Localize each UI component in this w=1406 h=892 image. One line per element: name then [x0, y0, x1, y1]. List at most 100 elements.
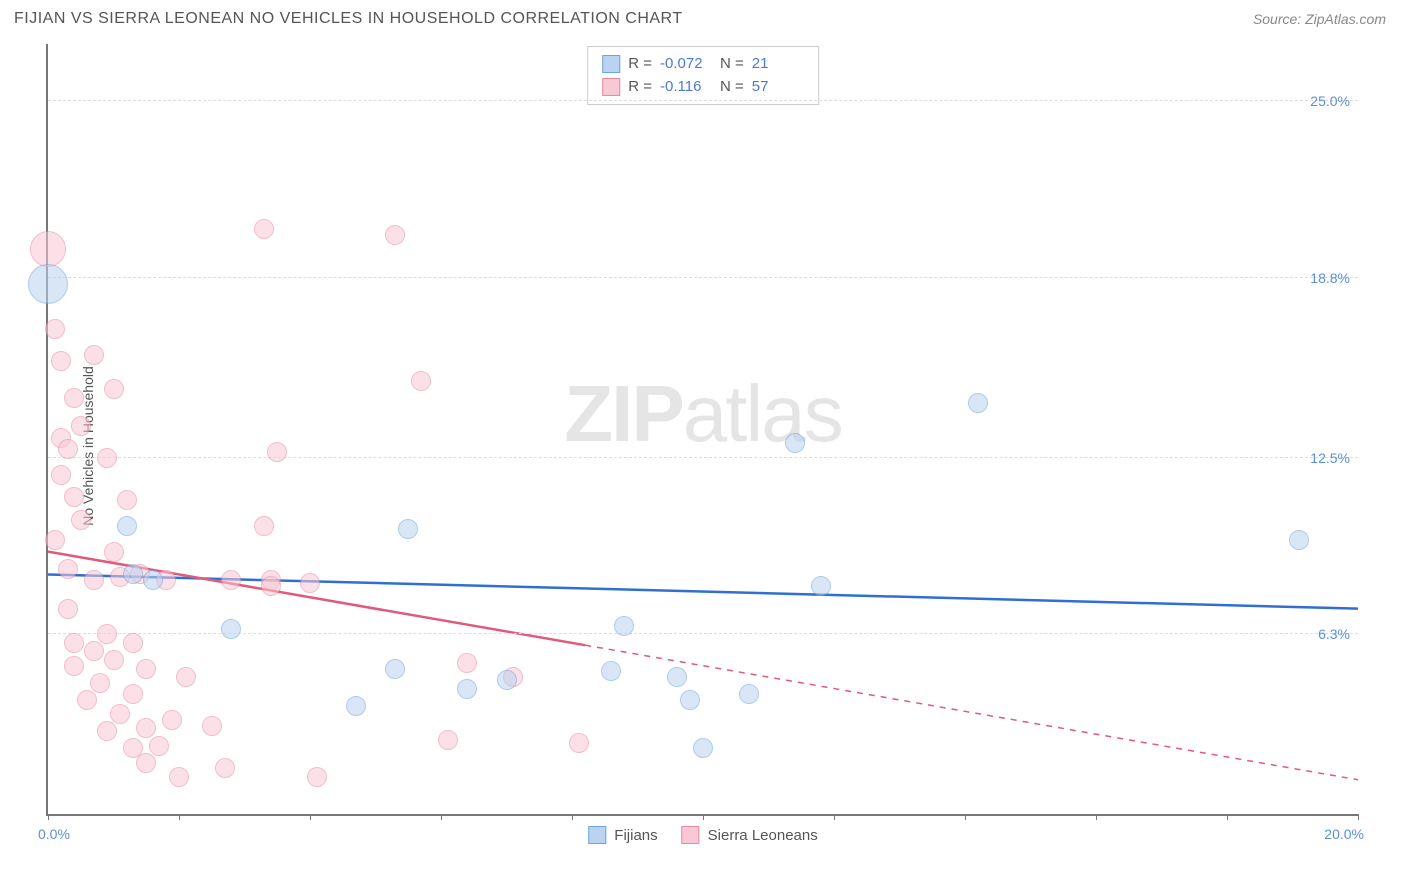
data-point-sierra	[64, 487, 84, 507]
data-point-sierra	[123, 633, 143, 653]
data-point-fijians	[785, 433, 805, 453]
legend-item-sierra: Sierra Leoneans	[682, 826, 818, 844]
stat-n-label: N =	[720, 76, 744, 99]
x-tick	[1227, 814, 1228, 820]
stat-r-fijians: -0.072	[660, 53, 712, 76]
data-point-fijians	[143, 570, 163, 590]
data-point-sierra	[104, 650, 124, 670]
chart-title: FIJIAN VS SIERRA LEONEAN NO VEHICLES IN …	[14, 10, 683, 28]
data-point-sierra	[51, 465, 71, 485]
data-point-fijians	[739, 684, 759, 704]
data-point-sierra	[58, 559, 78, 579]
data-point-sierra	[30, 231, 66, 267]
gridline	[48, 100, 1358, 101]
data-point-sierra	[97, 448, 117, 468]
data-point-sierra	[569, 733, 589, 753]
data-point-sierra	[45, 530, 65, 550]
swatch-sierra	[602, 78, 620, 96]
data-point-fijians	[811, 576, 831, 596]
data-point-sierra	[307, 767, 327, 787]
gridline	[48, 633, 1358, 634]
data-point-sierra	[77, 690, 97, 710]
x-tick	[703, 814, 704, 820]
data-point-sierra	[136, 718, 156, 738]
data-point-sierra	[162, 710, 182, 730]
y-tick-label: 18.8%	[1310, 270, 1350, 286]
data-point-sierra	[221, 570, 241, 590]
data-point-fijians	[346, 696, 366, 716]
x-tick	[441, 814, 442, 820]
data-point-sierra	[84, 641, 104, 661]
stat-r-label: R =	[628, 76, 652, 99]
stats-legend-box: R = -0.072 N = 21 R = -0.116 N = 57	[587, 46, 819, 105]
gridline	[48, 277, 1358, 278]
swatch-fijians	[588, 826, 606, 844]
data-point-fijians	[385, 659, 405, 679]
chart-plot-area: ZIPatlas R = -0.072 N = 21 R = -0.116 N …	[46, 44, 1358, 816]
data-point-sierra	[84, 570, 104, 590]
y-tick-label: 25.0%	[1310, 93, 1350, 109]
legend-bottom: Fijians Sierra Leoneans	[588, 826, 817, 844]
x-tick	[48, 814, 49, 820]
data-point-fijians	[123, 564, 143, 584]
data-point-sierra	[64, 633, 84, 653]
data-point-sierra	[215, 758, 235, 778]
data-point-sierra	[84, 345, 104, 365]
data-point-sierra	[267, 442, 287, 462]
data-point-sierra	[97, 624, 117, 644]
x-tick	[1358, 814, 1359, 820]
data-point-fijians	[968, 393, 988, 413]
data-point-fijians	[680, 690, 700, 710]
data-point-fijians	[28, 264, 68, 304]
x-tick	[965, 814, 966, 820]
data-point-fijians	[1289, 530, 1309, 550]
data-point-sierra	[300, 573, 320, 593]
data-point-sierra	[64, 656, 84, 676]
x-axis-max: 20.0%	[1324, 826, 1364, 842]
data-point-sierra	[123, 684, 143, 704]
data-point-sierra	[51, 351, 71, 371]
x-tick	[179, 814, 180, 820]
legend-item-fijians: Fijians	[588, 826, 657, 844]
watermark-light: atlas	[683, 369, 842, 458]
data-point-sierra	[45, 319, 65, 339]
y-tick-label: 6.3%	[1318, 626, 1350, 642]
data-point-sierra	[385, 225, 405, 245]
data-point-sierra	[438, 730, 458, 750]
stat-n-label: N =	[720, 53, 744, 76]
x-axis-min: 0.0%	[38, 826, 70, 842]
x-tick	[1096, 814, 1097, 820]
data-point-fijians	[398, 519, 418, 539]
trend-lines	[48, 44, 1358, 814]
data-point-fijians	[601, 661, 621, 681]
data-point-fijians	[117, 516, 137, 536]
legend-label-fijians: Fijians	[614, 827, 657, 844]
gridline	[48, 457, 1358, 458]
data-point-sierra	[136, 753, 156, 773]
data-point-sierra	[411, 371, 431, 391]
data-point-sierra	[90, 673, 110, 693]
data-point-sierra	[58, 439, 78, 459]
x-tick	[572, 814, 573, 820]
data-point-sierra	[71, 416, 91, 436]
data-point-sierra	[457, 653, 477, 673]
swatch-sierra	[682, 826, 700, 844]
data-point-sierra	[149, 736, 169, 756]
data-point-sierra	[71, 510, 91, 530]
data-point-sierra	[97, 721, 117, 741]
data-point-sierra	[169, 767, 189, 787]
stat-n-fijians: 21	[752, 53, 804, 76]
data-point-fijians	[497, 670, 517, 690]
data-point-sierra	[254, 219, 274, 239]
data-point-sierra	[104, 542, 124, 562]
legend-label-sierra: Sierra Leoneans	[708, 827, 818, 844]
data-point-fijians	[614, 616, 634, 636]
stat-n-sierra: 57	[752, 76, 804, 99]
data-point-sierra	[58, 599, 78, 619]
data-point-sierra	[110, 704, 130, 724]
data-point-sierra	[261, 576, 281, 596]
data-point-sierra	[117, 490, 137, 510]
stat-r-sierra: -0.116	[660, 76, 712, 99]
data-point-fijians	[221, 619, 241, 639]
source-label: Source: ZipAtlas.com	[1253, 11, 1386, 27]
